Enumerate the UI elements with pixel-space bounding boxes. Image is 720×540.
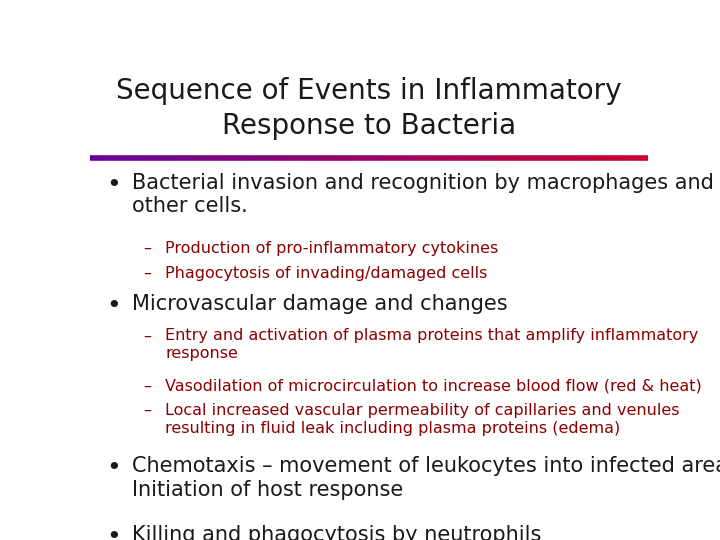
Text: Local increased vascular permeability of capillaries and venules
resulting in fl: Local increased vascular permeability of… <box>166 403 680 436</box>
Text: •: • <box>107 294 122 318</box>
Text: Chemotaxis – movement of leukocytes into infected area
Initiation of host respon: Chemotaxis – movement of leukocytes into… <box>132 456 720 500</box>
Text: –: – <box>143 403 151 418</box>
Text: Phagocytosis of invading/damaged cells: Phagocytosis of invading/damaged cells <box>166 266 487 281</box>
Text: Vasodilation of microcirculation to increase blood flow (red & heat): Vasodilation of microcirculation to incr… <box>166 379 702 393</box>
Text: Production of pro-inflammatory cytokines: Production of pro-inflammatory cytokines <box>166 241 498 256</box>
Text: •: • <box>107 525 122 540</box>
Text: •: • <box>107 173 122 197</box>
Text: Entry and activation of plasma proteins that amplify inflammatory
response: Entry and activation of plasma proteins … <box>166 328 698 361</box>
Text: –: – <box>143 266 151 281</box>
Text: –: – <box>143 379 151 393</box>
Text: Microvascular damage and changes: Microvascular damage and changes <box>132 294 508 314</box>
Text: •: • <box>107 456 122 481</box>
Text: Sequence of Events in Inflammatory
Response to Bacteria: Sequence of Events in Inflammatory Respo… <box>116 77 622 140</box>
Text: –: – <box>143 328 151 343</box>
Text: Bacterial invasion and recognition by macrophages and
other cells.: Bacterial invasion and recognition by ma… <box>132 173 714 216</box>
Text: Killing and phagocytosis by neutrophils: Killing and phagocytosis by neutrophils <box>132 525 541 540</box>
Text: –: – <box>143 241 151 256</box>
